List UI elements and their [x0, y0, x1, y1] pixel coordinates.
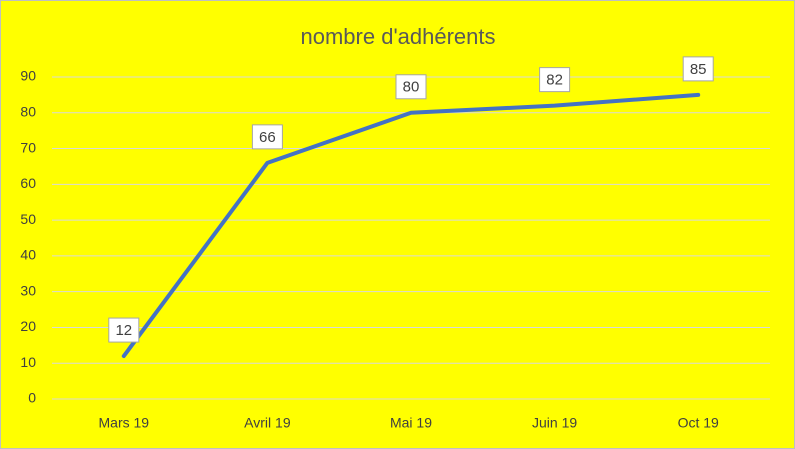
x-tick-label: Oct 19	[678, 415, 719, 431]
x-tick-label: Avril 19	[244, 415, 291, 431]
y-tick-label: 90	[20, 68, 36, 84]
data-label: 66	[259, 129, 276, 146]
data-label: 12	[115, 322, 132, 339]
data-label-box	[108, 317, 140, 343]
data-label-box	[395, 74, 427, 100]
y-tick-label: 10	[20, 354, 36, 370]
y-tick-label: 60	[20, 175, 36, 191]
y-tick-label: 0	[28, 390, 36, 406]
x-tick-label: Juin 19	[532, 415, 577, 431]
y-tick-label: 20	[20, 318, 36, 334]
y-tick-label: 40	[20, 247, 36, 263]
chart-title: nombre d'adhérents	[301, 24, 496, 49]
y-tick-label: 80	[20, 103, 36, 119]
y-tick-label: 30	[20, 282, 36, 298]
data-label-box	[682, 56, 714, 82]
data-label: 85	[690, 61, 707, 78]
data-label-box	[539, 67, 571, 93]
x-tick-label: Mars 19	[99, 415, 150, 431]
data-label: 82	[546, 72, 563, 89]
y-tick-label: 50	[20, 211, 36, 227]
y-tick-label: 70	[20, 139, 36, 155]
data-label-box	[251, 124, 283, 150]
data-label: 80	[403, 79, 420, 96]
line-series	[121, 92, 701, 359]
x-tick-label: Mai 19	[390, 415, 432, 431]
